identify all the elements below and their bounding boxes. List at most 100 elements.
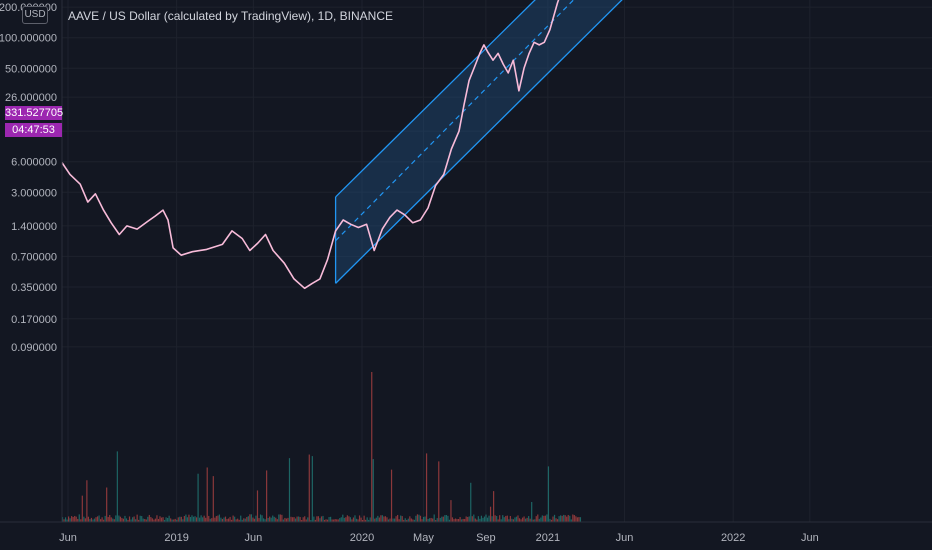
volume-bar <box>479 518 481 522</box>
volume-bar <box>75 516 77 522</box>
volume-bar <box>427 518 429 522</box>
volume-bar <box>243 518 245 522</box>
volume-bar <box>352 517 355 522</box>
volume-bar <box>305 519 307 522</box>
volume-bar <box>556 519 559 522</box>
volume-bar <box>110 517 112 522</box>
volume-bar <box>531 502 533 522</box>
volume-bar <box>99 519 102 522</box>
volume-bar <box>256 490 259 522</box>
volume-bar <box>259 514 262 522</box>
volume-bar <box>445 514 447 522</box>
volume-bar <box>517 515 519 522</box>
volume-bar <box>514 517 516 522</box>
volume-bar <box>509 515 511 522</box>
volume-bar <box>147 516 149 522</box>
volume-bar <box>250 514 252 522</box>
volume-bar <box>89 519 91 522</box>
volume-bar <box>560 515 562 522</box>
volume-bar <box>157 519 160 522</box>
volume-bar <box>348 516 350 522</box>
volume-bar <box>302 517 304 522</box>
volume-bar <box>90 517 93 522</box>
volume-bar <box>293 517 295 522</box>
y-axis: 3500.0000001700.000000900.000000400.0000… <box>0 0 63 522</box>
volume-bar <box>337 519 339 522</box>
volume-bar <box>461 519 463 522</box>
volume-bar <box>221 518 224 522</box>
volume-bar <box>491 516 493 522</box>
volume-bar <box>124 515 126 522</box>
volume-bar <box>252 517 254 522</box>
volume-bar <box>424 516 426 522</box>
x-tick-label: 2022 <box>721 532 745 544</box>
volume-bar <box>576 517 578 522</box>
volume-bar <box>291 517 294 522</box>
channel-lower-line <box>335 0 623 284</box>
volume-bar <box>103 519 105 522</box>
volume-bar <box>104 515 106 522</box>
volume-bar <box>81 495 83 522</box>
volume-bar <box>425 453 428 522</box>
volume-bar <box>269 516 271 522</box>
volume-bar <box>552 516 554 522</box>
volume-bar <box>555 518 557 522</box>
volume-bar <box>354 515 356 522</box>
volume-bar <box>457 518 460 522</box>
volume-bar <box>489 506 492 522</box>
volume-bar <box>365 519 367 522</box>
volume-bar <box>528 516 530 522</box>
volume-bar <box>98 515 100 522</box>
volume-bar <box>432 518 434 522</box>
x-tick-label: May <box>413 532 434 544</box>
volume-bar <box>360 517 362 522</box>
volume-bar <box>369 517 371 522</box>
volume-bar <box>253 518 256 522</box>
volume-bar <box>518 518 521 522</box>
volume-bar <box>334 519 336 522</box>
volume-bar <box>366 517 368 522</box>
volume-bar <box>290 516 292 522</box>
volume-bar <box>72 517 74 522</box>
volume-bar <box>162 517 164 522</box>
volume-bar <box>281 514 283 522</box>
volume-bar <box>532 519 534 522</box>
volume-bar <box>436 518 438 522</box>
volume-bar <box>578 517 580 522</box>
volume-bar <box>154 518 157 522</box>
volume-bar <box>68 516 70 522</box>
volume-bar <box>494 515 496 522</box>
y-tick-label: 0.700000 <box>11 251 57 263</box>
volume-bar <box>435 519 437 522</box>
volume-bar <box>272 515 274 522</box>
volume-bar <box>285 518 288 522</box>
volume-bar <box>395 516 397 522</box>
currency-badge[interactable]: USD <box>22 6 48 24</box>
volume-bar <box>211 518 213 522</box>
volume-bar <box>311 456 313 522</box>
volume-bar <box>529 518 531 522</box>
volume-bar <box>351 519 353 522</box>
volume-bar <box>240 515 242 522</box>
volume-bar <box>77 518 79 522</box>
volume-bar <box>74 515 76 522</box>
volume-bar <box>433 514 435 522</box>
volume-bar <box>71 516 73 522</box>
volume-bar <box>451 517 454 522</box>
volume-bar <box>188 514 190 522</box>
volume-bar <box>264 519 266 522</box>
volume-bar <box>544 515 546 522</box>
volume-bar <box>485 514 487 522</box>
volume-bar <box>279 514 281 522</box>
volume-bar <box>459 517 461 522</box>
volume-bar <box>537 514 539 522</box>
volume-bar <box>87 516 90 522</box>
volume-bar <box>523 516 525 522</box>
volume-bar <box>197 473 199 522</box>
volume-bar <box>496 516 498 522</box>
chart-grid <box>62 0 932 522</box>
volume-bar <box>558 516 560 522</box>
volume-bar <box>205 517 207 522</box>
